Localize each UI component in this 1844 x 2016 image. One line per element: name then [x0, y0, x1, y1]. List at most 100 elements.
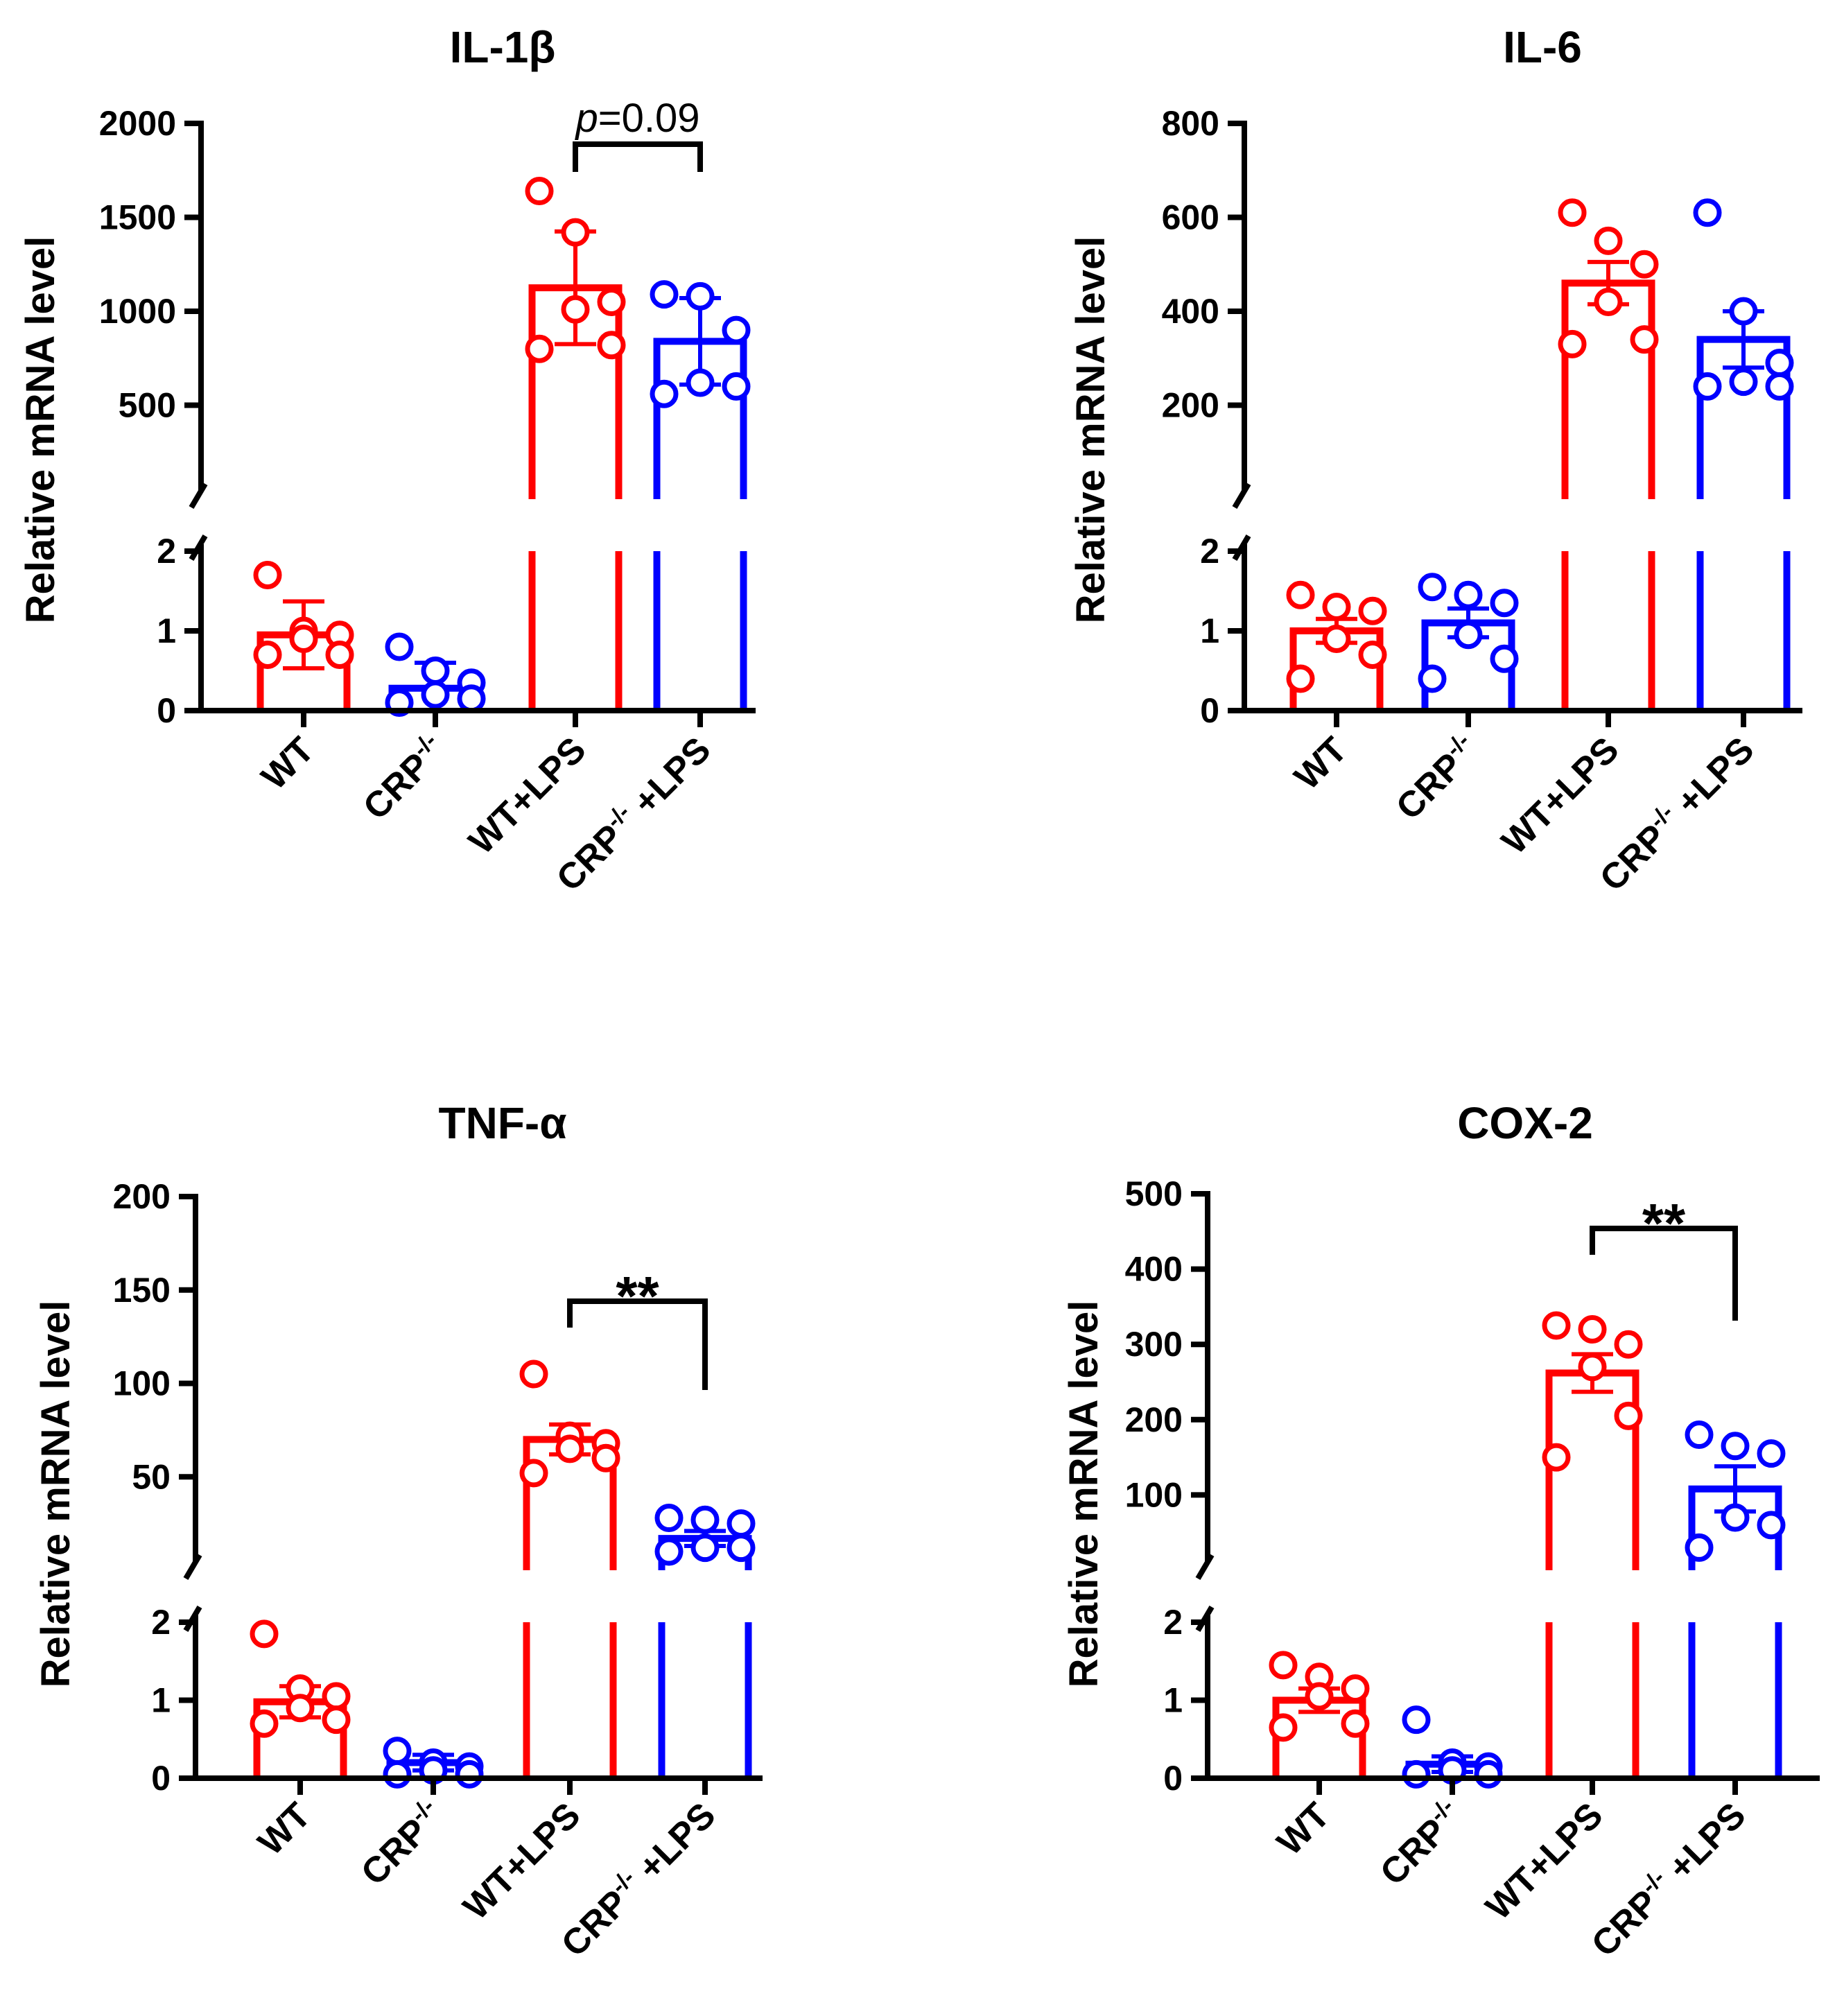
axis-break-mark	[189, 482, 208, 510]
data-point	[519, 1359, 548, 1389]
data-point	[250, 1709, 279, 1738]
y-tick-label: 50	[132, 1457, 171, 1496]
data-point	[525, 334, 554, 363]
data-point	[1693, 372, 1722, 401]
data-point	[1490, 644, 1519, 673]
y-tick-label: 1	[1200, 611, 1219, 650]
data-point	[1614, 1330, 1643, 1359]
y-tick-label: 2	[1163, 1603, 1183, 1642]
data-point	[1685, 1533, 1714, 1562]
y-tick-label: 200	[113, 1177, 171, 1216]
significance-stars: **	[1642, 1192, 1686, 1254]
data-point	[555, 1434, 584, 1463]
x-category-label: WT+LPS	[461, 729, 593, 862]
chart-panel-2: TNF-α Relative mRNA level 0 1 2 50 100 150 200 WT…	[33, 1098, 763, 1965]
category-main: WT	[1269, 1795, 1337, 1863]
data-point	[325, 641, 354, 669]
x-category-label: CRP-/-	[1386, 728, 1486, 828]
data-point	[686, 368, 715, 397]
data-point	[1474, 1759, 1503, 1789]
y-tick-label: 800	[1162, 104, 1219, 143]
data-point	[1418, 664, 1447, 693]
y-axis-label: Relative mRNA level	[33, 1301, 78, 1688]
data-point	[421, 680, 450, 709]
data-point	[385, 632, 414, 661]
data-point	[591, 1443, 620, 1472]
chart-panel-1: IL-6 Relative mRNA level 0 1 2 200 400 600 800 WT…	[1068, 22, 1802, 899]
data-point	[525, 177, 554, 206]
data-point	[1322, 593, 1351, 621]
category-main: WT	[250, 1795, 318, 1863]
data-point	[1418, 573, 1447, 602]
data-point	[253, 561, 282, 589]
axis-break-mark	[183, 1553, 202, 1581]
y-tick-label: 1000	[99, 292, 176, 331]
data-point	[1729, 297, 1758, 326]
data-point	[1286, 580, 1315, 609]
data-point	[383, 1759, 412, 1789]
data-point	[1614, 1401, 1643, 1430]
data-point	[650, 280, 679, 309]
data-point	[1685, 1420, 1714, 1450]
chart-title: TNF-α	[438, 1098, 566, 1148]
p-value-annotation: p=0.09	[574, 96, 699, 141]
x-category-label: WT	[1287, 729, 1355, 797]
chart-title: COX-2	[1457, 1098, 1593, 1148]
p-value-text: =0.09	[598, 96, 700, 141]
y-tick-label: 1	[151, 1681, 171, 1720]
data-point	[1322, 625, 1351, 653]
data-point	[322, 1705, 351, 1735]
data-point	[1341, 1674, 1370, 1703]
y-tick-label: 150	[113, 1271, 171, 1310]
y-tick-label: 0	[1200, 691, 1219, 730]
y-tick-label: 0	[157, 691, 176, 730]
data-point	[289, 625, 318, 653]
data-point	[1286, 664, 1315, 693]
y-tick-label: 300	[1125, 1325, 1183, 1364]
data-point	[322, 1682, 351, 1711]
p-value-prefix: p	[574, 96, 598, 141]
y-tick-label: 2	[157, 532, 176, 571]
category-main: WT+LPS	[1494, 729, 1626, 862]
data-point	[1402, 1705, 1431, 1735]
data-point	[1305, 1682, 1334, 1711]
data-point	[722, 315, 751, 345]
data-point	[1721, 1503, 1750, 1532]
x-category-label: WT+LPS	[455, 1795, 588, 1927]
data-point	[1578, 1353, 1607, 1382]
chart-panel-0: IL-1β Relative mRNA level 0 1 2 500 1000 1500 20…	[18, 22, 756, 899]
data-point	[1490, 589, 1519, 618]
y-tick-label: 400	[1162, 292, 1219, 331]
x-category-label: WT+LPS	[1494, 729, 1626, 862]
data-point	[1454, 580, 1483, 609]
y-tick-label: 1	[157, 611, 176, 650]
y-tick-label: 500	[1125, 1174, 1183, 1213]
category-tail: +LPS	[1653, 1795, 1753, 1895]
y-tick-label: 200	[1125, 1400, 1183, 1439]
y-tick-label: 2	[1200, 532, 1219, 571]
category-main: WT+LPS	[455, 1795, 588, 1927]
data-point	[1594, 287, 1623, 316]
data-point	[1693, 198, 1722, 227]
data-point	[1358, 596, 1387, 625]
data-point	[654, 1537, 684, 1566]
data-point	[1757, 1511, 1786, 1540]
data-point	[650, 379, 679, 408]
x-category-label: CRP-/- +LPS	[1582, 1793, 1753, 1965]
significance-bracket	[567, 1298, 708, 1390]
x-category-label: WT+LPS	[1478, 1795, 1610, 1927]
data-point	[1630, 250, 1659, 279]
category-main: WT	[254, 729, 322, 797]
data-point	[421, 657, 450, 685]
category-main: WT+LPS	[461, 729, 593, 862]
y-tick-label: 1	[1163, 1681, 1183, 1720]
chart-title: IL-1β	[450, 22, 556, 72]
axis-break-mark	[1232, 534, 1251, 562]
data-point	[654, 1504, 684, 1533]
chart-title: IL-6	[1503, 22, 1582, 72]
y-axis-label: Relative mRNA level	[18, 236, 63, 624]
data-point	[727, 1509, 756, 1538]
category-main: WT	[1287, 729, 1355, 797]
y-tick-label: 500	[119, 386, 176, 425]
